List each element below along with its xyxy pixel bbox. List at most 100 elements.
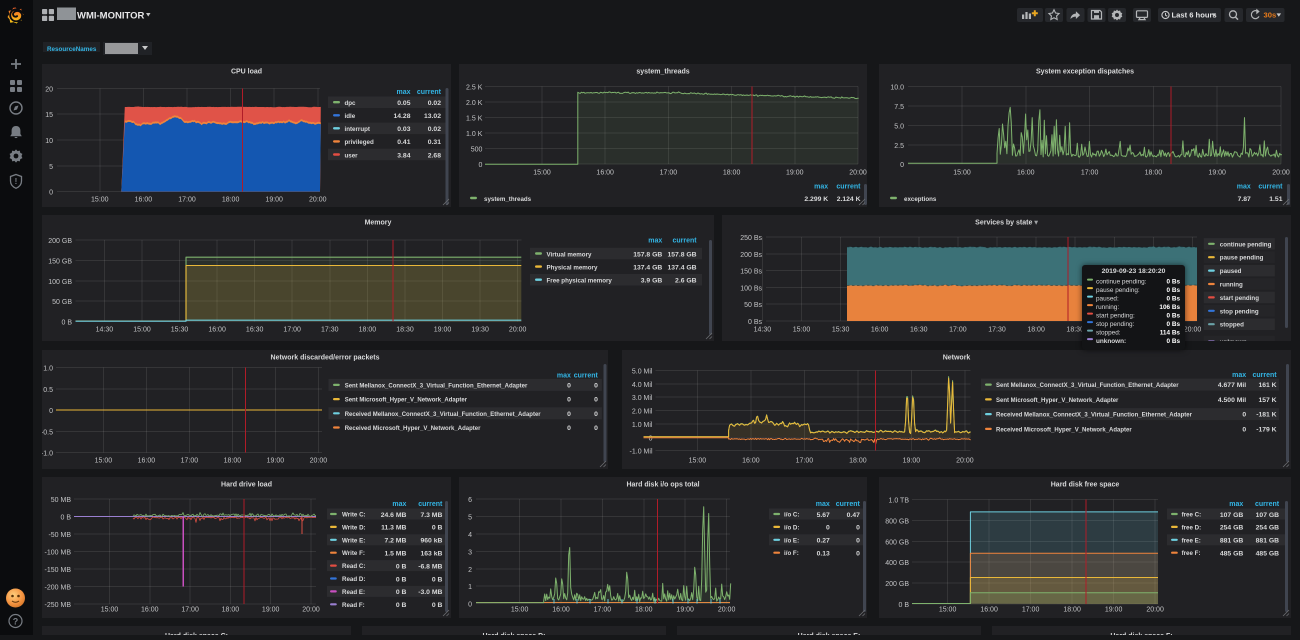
- svg-text:max: max: [814, 184, 828, 191]
- svg-text:15:00: 15:00: [101, 607, 119, 614]
- svg-text:18:00: 18:00: [723, 170, 741, 177]
- svg-text:Hard disk i/o ops total: Hard disk i/o ops total: [626, 482, 699, 489]
- svg-text:100 Bs: 100 Bs: [740, 285, 762, 292]
- svg-text:17:00: 17:00: [181, 607, 199, 614]
- svg-text:20:00: 20:00: [309, 197, 327, 204]
- svg-text:14:30: 14:30: [754, 327, 772, 334]
- svg-text:19:00: 19:00: [267, 458, 285, 465]
- svg-text:-1.0 Mil: -1.0 Mil: [630, 449, 653, 456]
- svg-text:2.124 K: 2.124 K: [837, 196, 861, 203]
- svg-text:System exception dispatches: System exception dispatches: [1036, 69, 1134, 76]
- svg-text:2.0 K: 2.0 K: [466, 100, 483, 107]
- svg-text:Sent Mellanox_ConnectX_3_Virtu: Sent Mellanox_ConnectX_3_Virtual_Functio…: [996, 383, 1179, 389]
- svg-text:6: 6: [468, 497, 472, 504]
- svg-text:0.05: 0.05: [397, 100, 410, 107]
- svg-text:150 Bs: 150 Bs: [740, 269, 762, 276]
- svg-text:system_threads: system_threads: [636, 69, 689, 76]
- svg-text:Read D:: Read D:: [342, 576, 365, 583]
- svg-text:200 GB: 200 GB: [48, 238, 72, 245]
- svg-text:7.5: 7.5: [894, 104, 904, 111]
- svg-text:254 GB: 254 GB: [1220, 525, 1244, 532]
- svg-text:0: 0: [594, 397, 598, 404]
- svg-text:CPU load: CPU load: [231, 69, 262, 76]
- svg-text:150 GB: 150 GB: [48, 258, 72, 265]
- svg-text:dpc: dpc: [345, 100, 357, 107]
- svg-text:current: current: [836, 501, 861, 508]
- svg-text:current: current: [1252, 372, 1277, 379]
- svg-text:16:30: 16:30: [910, 327, 928, 334]
- svg-text:current: current: [1258, 184, 1283, 191]
- svg-text:Write F:: Write F:: [342, 550, 365, 557]
- svg-text:17:30: 17:30: [988, 327, 1006, 334]
- svg-text:unknown: unknown: [1220, 339, 1247, 341]
- svg-text:20: 20: [45, 86, 53, 93]
- svg-text:current: current: [1255, 501, 1280, 508]
- svg-text:18:30: 18:30: [1066, 327, 1084, 334]
- svg-text:18:00: 18:00: [359, 327, 377, 334]
- svg-text:1.5 K: 1.5 K: [466, 116, 483, 123]
- svg-text:13.02: 13.02: [424, 113, 441, 120]
- svg-text:14:30: 14:30: [96, 327, 114, 334]
- svg-text:157.8 GB: 157.8 GB: [668, 251, 697, 258]
- svg-text:0.03: 0.03: [397, 126, 410, 133]
- svg-text:Last 6 hours: Last 6 hours: [1172, 11, 1217, 20]
- svg-text:-3.0 MB: -3.0 MB: [418, 589, 442, 596]
- svg-text:15:00: 15:00: [939, 607, 957, 614]
- svg-text:Services by state ▾: Services by state ▾: [975, 220, 1038, 227]
- svg-text:5.67: 5.67: [817, 512, 830, 519]
- svg-text:137.4 GB: 137.4 GB: [633, 264, 662, 271]
- svg-text:16:00: 16:00: [552, 607, 570, 614]
- svg-text:max: max: [816, 501, 830, 508]
- svg-text:0 Bs: 0 Bs: [1167, 321, 1181, 328]
- svg-text:18:00: 18:00: [222, 197, 240, 204]
- svg-text:Write D:: Write D:: [342, 524, 366, 531]
- svg-text:0 B: 0 B: [396, 602, 407, 609]
- svg-text:-250 MB: -250 MB: [45, 602, 72, 609]
- svg-text:18:00: 18:00: [224, 458, 242, 465]
- svg-text:Sent Microsoft_Hyper_V_Network: Sent Microsoft_Hyper_V_Network_Adapter: [996, 398, 1119, 404]
- svg-text:15:00: 15:00: [511, 607, 529, 614]
- svg-text:running:: running:: [1096, 304, 1119, 311]
- svg-text:2.5: 2.5: [894, 143, 904, 150]
- svg-text:0 B: 0 B: [432, 602, 443, 609]
- svg-text:0.31: 0.31: [428, 139, 441, 146]
- svg-text:20:00: 20:00: [956, 458, 974, 465]
- svg-text:17:00: 17:00: [594, 607, 612, 614]
- svg-text:16:00: 16:00: [871, 327, 889, 334]
- svg-text:3.9 GB: 3.9 GB: [641, 278, 663, 285]
- svg-text:254 GB: 254 GB: [1256, 525, 1280, 532]
- svg-text:0: 0: [567, 382, 571, 389]
- svg-text:max: max: [648, 238, 662, 245]
- svg-text:stop pending: stop pending: [1220, 308, 1259, 315]
- svg-text:15:00: 15:00: [793, 327, 811, 334]
- svg-text:100 GB: 100 GB: [48, 279, 72, 286]
- svg-text:20:00: 20:00: [509, 327, 527, 334]
- svg-text:0: 0: [649, 435, 653, 442]
- svg-text:max: max: [1237, 184, 1251, 191]
- svg-text:0: 0: [900, 162, 904, 169]
- svg-text:Read F:: Read F:: [342, 602, 365, 609]
- svg-text:privileged: privileged: [345, 139, 374, 146]
- svg-text:Virtual memory: Virtual memory: [547, 251, 592, 258]
- svg-text:interrupt: interrupt: [345, 126, 370, 133]
- svg-text:17:00: 17:00: [949, 327, 967, 334]
- svg-text:Memory: Memory: [365, 220, 392, 227]
- svg-text:19:00: 19:00: [434, 327, 452, 334]
- svg-text:4: 4: [468, 532, 472, 539]
- svg-text:-100 MB: -100 MB: [45, 550, 72, 557]
- svg-text:0: 0: [594, 411, 598, 418]
- svg-text:Hard disk space D:: Hard disk space D:: [482, 633, 545, 635]
- svg-text:157 K: 157 K: [1258, 397, 1276, 404]
- svg-text:Network discarded/error packet: Network discarded/error packets: [271, 355, 380, 362]
- svg-text:-179 K: -179 K: [1256, 426, 1276, 433]
- svg-text:3.0 Mil: 3.0 Mil: [632, 395, 653, 402]
- svg-text:Sent Mellanox_ConnectX_3_Virtu: Sent Mellanox_ConnectX_3_Virtual_Functio…: [345, 383, 528, 389]
- svg-text:Write C:: Write C:: [342, 512, 366, 519]
- svg-text:0 Bs: 0 Bs: [1167, 278, 1181, 285]
- svg-text:114 Bs: 114 Bs: [1160, 329, 1180, 336]
- svg-text:4.677 Mil: 4.677 Mil: [1218, 382, 1246, 389]
- svg-text:stop pending:: stop pending:: [1096, 321, 1135, 328]
- svg-text:20:00: 20:00: [302, 607, 320, 614]
- svg-text:11.3 MB: 11.3 MB: [381, 525, 406, 532]
- svg-text:7.87: 7.87: [1238, 196, 1251, 203]
